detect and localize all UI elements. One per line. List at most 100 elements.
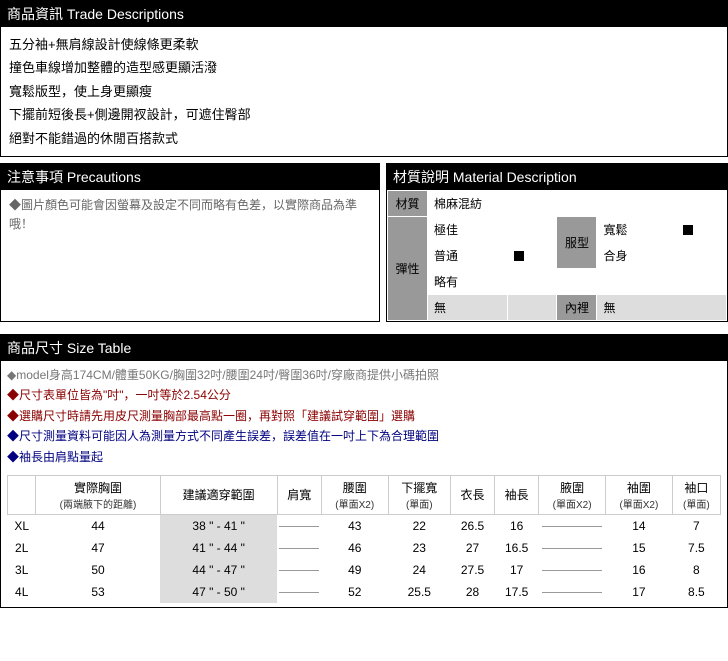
table-row: 3L5044 " - 47 " 492427.517 168 [8, 559, 721, 581]
mat-value: 棉麻混紡 [428, 190, 727, 216]
cell-shoulder [277, 537, 321, 559]
material-section: 材質說明 Material Description 材質 棉麻混紡 彈性 極佳 … [386, 163, 728, 322]
size-col-header: 腋圍(單面X2) [539, 475, 606, 514]
blank-cell [557, 268, 727, 294]
material-table: 材質 棉麻混紡 彈性 極佳 服型 寬鬆 普通 合身 [387, 190, 727, 321]
two-col-row: 注意事項 Precautions ◆圖片顏色可能會因螢幕及設定不同而略有色差，以… [0, 163, 728, 328]
trade-line: 五分袖+無肩線設計使線條更柔軟 [9, 33, 719, 56]
cell-sleeve: 16.5 [495, 537, 539, 559]
cell-shoulder [277, 581, 321, 603]
elastic-opt-2: 略有 [428, 268, 508, 294]
cell-size: 3L [8, 559, 36, 581]
cell-hem: 24 [388, 559, 450, 581]
elastic-opt-3: 無 [428, 294, 508, 320]
elastic-opt-0: 極佳 [428, 216, 508, 242]
material-header: 材質說明 Material Description [387, 164, 727, 190]
mat-label: 材質 [388, 190, 428, 216]
precautions-section: 注意事項 Precautions ◆圖片顏色可能會因螢幕及設定不同而略有色差，以… [0, 163, 380, 322]
material-body: 材質 棉麻混紡 彈性 極佳 服型 寬鬆 普通 合身 [387, 190, 727, 321]
cell-sleeve: 16 [495, 514, 539, 537]
cell-size: 2L [8, 537, 36, 559]
table-row: XL4438 " - 41 " 432226.516 147 [8, 514, 721, 537]
lining-label: 內裡 [557, 294, 597, 320]
trade-section: 商品資訊 Trade Descriptions 五分袖+無肩線設計使線條更柔軟撞… [0, 0, 728, 157]
cell-opening: 7.5 [672, 537, 720, 559]
cell-arm [539, 581, 606, 603]
size-col-header: 衣長 [451, 475, 495, 514]
cell-opening: 8 [672, 559, 720, 581]
size-col-header: 下擺寬(單面) [388, 475, 450, 514]
precautions-header: 注意事項 Precautions [1, 164, 379, 190]
trade-line: 絕對不能錯過的休閒百搭款式 [9, 127, 719, 150]
elastic-chk-2 [507, 268, 557, 294]
cell-hem: 23 [388, 537, 450, 559]
trade-header: 商品資訊 Trade Descriptions [1, 1, 727, 27]
cell-hem: 25.5 [388, 581, 450, 603]
size-table-wrap: 實際胸圍(兩端腋下的距離)建議適穿範圍肩寬腰圍(單面X2)下擺寬(單面)衣長袖長… [1, 471, 727, 607]
cell-waist: 46 [321, 537, 388, 559]
trade-body: 五分袖+無肩線設計使線條更柔軟撞色車線增加整體的造型感更顯活潑寬鬆版型，使上身更… [1, 27, 727, 156]
cell-waist: 52 [321, 581, 388, 603]
cell-length: 28 [451, 581, 495, 603]
cell-arm [539, 514, 606, 537]
size-table: 實際胸圍(兩端腋下的距離)建議適穿範圍肩寬腰圍(單面X2)下擺寬(單面)衣長袖長… [7, 475, 721, 603]
cell-bust: 53 [36, 581, 160, 603]
elastic-chk-0 [507, 216, 557, 242]
cell-bust: 44 [36, 514, 160, 537]
cell-cuff: 16 [606, 559, 673, 581]
elastic-opt-1: 普通 [428, 242, 508, 268]
cell-length: 26.5 [451, 514, 495, 537]
cell-cuff: 14 [606, 514, 673, 537]
size-col-header: 建議適穿範圍 [160, 475, 277, 514]
size-section: 商品尺寸 Size Table ◆model身高174CM/體重50KG/胸圍3… [0, 334, 728, 608]
size-col-header [8, 475, 36, 514]
cell-sleeve: 17.5 [495, 581, 539, 603]
size-col-header: 袖口(單面) [672, 475, 720, 514]
size-notes: ◆model身高174CM/體重50KG/胸圍32吋/腰圍24吋/臀圍36吋/穿… [1, 361, 727, 471]
fit-label: 服型 [557, 216, 597, 268]
cell-cuff: 17 [606, 581, 673, 603]
trade-line: 寬鬆版型，使上身更顯瘦 [9, 80, 719, 103]
size-note: ◆尺寸表單位皆為"吋"，一吋等於2.54公分 [7, 385, 721, 405]
cell-size: 4L [8, 581, 36, 603]
fit-opt-0: 寬鬆 [597, 216, 677, 242]
cell-range: 38 " - 41 " [160, 514, 277, 537]
cell-opening: 7 [672, 514, 720, 537]
cell-range: 47 " - 50 " [160, 581, 277, 603]
cell-shoulder [277, 559, 321, 581]
size-col-header: 實際胸圍(兩端腋下的距離) [36, 475, 160, 514]
elastic-chk-3 [507, 294, 557, 320]
table-row: 4L5347 " - 50 " 5225.52817.5 178.5 [8, 581, 721, 603]
fit-chk-0 [677, 216, 727, 242]
cell-range: 44 " - 47 " [160, 559, 277, 581]
size-note: ◆尺寸測量資料可能因人為測量方式不同產生誤差，誤差值在一吋上下為合理範圍 [7, 426, 721, 446]
cell-bust: 47 [36, 537, 160, 559]
cell-sleeve: 17 [495, 559, 539, 581]
size-header: 商品尺寸 Size Table [1, 335, 727, 361]
cell-length: 27 [451, 537, 495, 559]
cell-arm [539, 537, 606, 559]
precautions-text: ◆圖片顏色可能會因螢幕及設定不同而略有色差，以實際商品為準哦！ [1, 190, 379, 290]
size-note: ◆選購尺寸時請先用皮尺測量胸部最高點一圈，再對照「建議試穿範圍」選購 [7, 406, 721, 426]
fit-chk-1 [677, 242, 727, 268]
cell-opening: 8.5 [672, 581, 720, 603]
size-col-header: 袖圍(單面X2) [606, 475, 673, 514]
cell-arm [539, 559, 606, 581]
cell-hem: 22 [388, 514, 450, 537]
cell-bust: 50 [36, 559, 160, 581]
cell-length: 27.5 [451, 559, 495, 581]
trade-line: 下擺前短後長+側邊開衩設計，可遮住臀部 [9, 103, 719, 126]
fit-opt-1: 合身 [597, 242, 677, 268]
size-col-header: 袖長 [495, 475, 539, 514]
size-note: ◆袖長由肩點量起 [7, 447, 721, 467]
cell-range: 41 " - 44 " [160, 537, 277, 559]
cell-waist: 43 [321, 514, 388, 537]
elastic-chk-1 [507, 242, 557, 268]
table-row: 2L4741 " - 44 " 46232716.5 157.5 [8, 537, 721, 559]
cell-cuff: 15 [606, 537, 673, 559]
trade-line: 撞色車線增加整體的造型感更顯活潑 [9, 56, 719, 79]
cell-waist: 49 [321, 559, 388, 581]
size-col-header: 肩寬 [277, 475, 321, 514]
lining-value: 無 [597, 294, 727, 320]
cell-size: XL [8, 514, 36, 537]
